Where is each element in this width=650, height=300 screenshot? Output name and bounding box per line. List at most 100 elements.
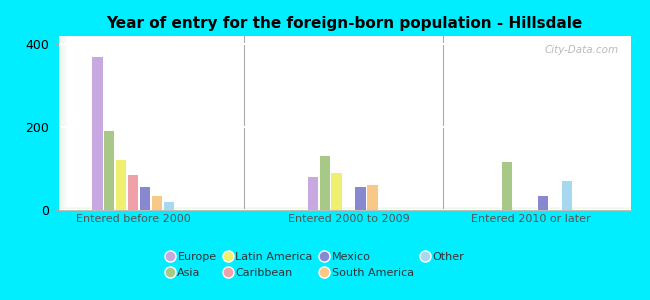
Bar: [58, 200, 630, 208]
Bar: [58, 114, 630, 207]
Bar: [502, 162, 512, 210]
Bar: [53, 36, 64, 210]
Bar: [58, 100, 630, 207]
Bar: [58, 194, 630, 208]
Bar: [49, 36, 61, 210]
Bar: [58, 179, 630, 208]
Bar: [58, 177, 630, 208]
Bar: [58, 40, 630, 207]
Bar: [51, 36, 62, 210]
Bar: [46, 36, 57, 210]
Bar: [43, 36, 55, 210]
Bar: [58, 74, 630, 207]
Bar: [58, 73, 630, 207]
Bar: [49, 36, 61, 210]
Bar: [42, 36, 54, 210]
Bar: [58, 50, 630, 207]
Bar: [44, 36, 55, 210]
Bar: [562, 181, 572, 210]
Bar: [58, 140, 630, 208]
Bar: [58, 142, 630, 208]
Bar: [58, 57, 630, 207]
Bar: [48, 36, 60, 210]
Bar: [58, 193, 630, 208]
Bar: [50, 36, 62, 210]
Bar: [53, 36, 66, 210]
Bar: [58, 111, 630, 207]
Bar: [46, 36, 57, 210]
Bar: [58, 168, 630, 208]
Bar: [47, 36, 58, 210]
Bar: [58, 86, 630, 207]
Bar: [44, 36, 56, 210]
Bar: [58, 158, 630, 208]
Bar: [53, 36, 64, 210]
Bar: [58, 184, 630, 208]
Bar: [42, 36, 54, 210]
Bar: [58, 127, 630, 207]
Bar: [58, 83, 630, 207]
Bar: [58, 99, 630, 207]
Bar: [58, 93, 630, 207]
Bar: [45, 36, 57, 210]
Bar: [58, 186, 630, 208]
Bar: [46, 36, 58, 210]
Bar: [58, 55, 630, 207]
Bar: [58, 104, 630, 207]
Bar: [45, 36, 57, 210]
Bar: [58, 149, 630, 208]
Bar: [307, 177, 318, 210]
Bar: [58, 80, 630, 207]
Bar: [58, 48, 630, 207]
Bar: [48, 36, 60, 210]
Bar: [58, 139, 630, 208]
Bar: [58, 191, 630, 208]
Title: Year of entry for the foreign-born population - Hillsdale: Year of entry for the foreign-born popul…: [107, 16, 582, 31]
Bar: [58, 109, 630, 207]
Bar: [58, 146, 630, 208]
Bar: [58, 92, 630, 207]
Bar: [58, 67, 630, 207]
Bar: [44, 36, 56, 210]
Bar: [58, 196, 630, 208]
Legend: Europe, Asia, Latin America, Caribbean, Mexico, South America, Other: Europe, Asia, Latin America, Caribbean, …: [163, 247, 469, 283]
Bar: [43, 36, 55, 210]
Bar: [58, 45, 630, 207]
Bar: [58, 173, 630, 208]
Bar: [58, 38, 630, 206]
Bar: [58, 41, 630, 207]
Bar: [58, 175, 630, 208]
Bar: [49, 36, 60, 210]
Bar: [46, 36, 58, 210]
Bar: [58, 208, 630, 210]
Bar: [58, 119, 630, 207]
Text: City-Data.com: City-Data.com: [545, 45, 619, 55]
Bar: [43, 36, 55, 210]
Bar: [58, 112, 630, 207]
Bar: [58, 188, 630, 208]
Bar: [47, 36, 59, 210]
Bar: [44, 36, 57, 210]
Bar: [58, 90, 630, 207]
Bar: [356, 187, 366, 210]
Bar: [58, 52, 630, 207]
Bar: [58, 66, 630, 207]
Bar: [47, 36, 60, 210]
Bar: [58, 144, 630, 208]
Bar: [58, 153, 630, 208]
Bar: [47, 36, 59, 210]
Bar: [58, 102, 630, 207]
Bar: [58, 180, 630, 208]
Bar: [58, 151, 630, 208]
Bar: [52, 36, 64, 210]
Bar: [53, 36, 65, 210]
Bar: [53, 36, 65, 210]
Bar: [58, 121, 630, 207]
Bar: [50, 36, 62, 210]
Bar: [58, 62, 630, 207]
Bar: [58, 206, 630, 208]
Bar: [58, 203, 630, 208]
Bar: [58, 205, 630, 208]
Bar: [58, 165, 630, 208]
Bar: [58, 134, 630, 208]
